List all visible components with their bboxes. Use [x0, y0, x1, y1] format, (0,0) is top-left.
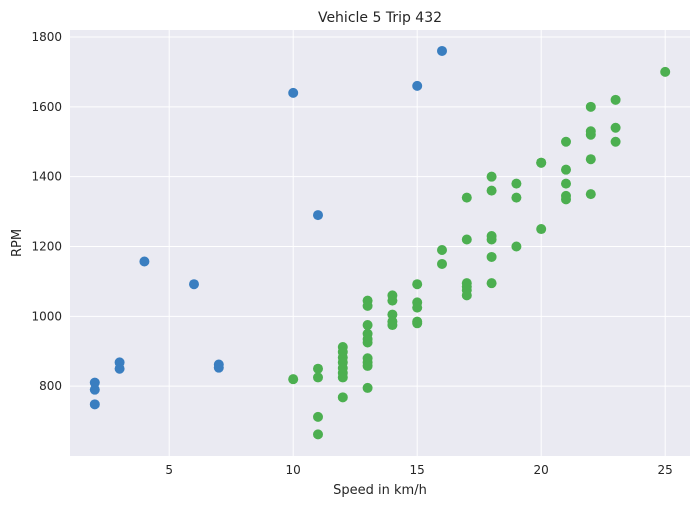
data-point-series-1 [362, 382, 373, 393]
x-tick-label: 25 [658, 463, 673, 477]
data-point-series-1 [313, 372, 323, 383]
data-point-series-1 [610, 122, 621, 133]
data-point-series-1 [387, 295, 398, 306]
data-point-series-1 [437, 258, 447, 269]
data-point-series-1 [412, 302, 423, 313]
data-point-series-1 [412, 279, 423, 290]
data-point-series-1 [486, 234, 497, 245]
data-point-series-1 [461, 192, 472, 203]
data-point-series-1 [437, 244, 447, 255]
data-point-series-1 [610, 136, 621, 147]
data-point-series-1 [362, 360, 373, 371]
x-tick-label: 15 [410, 463, 425, 477]
data-point-series-1 [511, 241, 522, 252]
data-point-series-1 [561, 164, 571, 175]
data-points [89, 45, 671, 440]
data-point-series-1 [313, 363, 323, 374]
data-point-series-1 [585, 154, 596, 165]
plot-area [70, 30, 690, 456]
y-axis-label: RPM [10, 229, 25, 257]
data-point-series-0 [437, 45, 447, 56]
data-point-series-1 [337, 372, 348, 383]
data-point-series-1 [511, 192, 522, 203]
y-tick-label: 1800 [31, 30, 62, 44]
data-point-series-1 [511, 178, 522, 189]
y-tick-label: 800 [39, 379, 62, 393]
data-point-series-0 [89, 377, 100, 388]
data-point-series-1 [412, 318, 423, 329]
data-point-series-0 [213, 362, 224, 373]
data-point-series-1 [486, 185, 497, 196]
x-tick-label: 10 [286, 463, 301, 477]
data-point-series-1 [561, 194, 571, 205]
data-point-series-1 [288, 374, 299, 385]
y-tick-label: 1600 [31, 100, 62, 114]
data-point-series-1 [313, 411, 323, 422]
data-point-series-1 [561, 178, 571, 189]
x-tick-label: 20 [534, 463, 549, 477]
data-point-series-1 [387, 309, 398, 320]
data-point-series-1 [561, 136, 571, 147]
data-point-series-1 [387, 320, 398, 331]
y-tick-label: 1400 [31, 170, 62, 184]
y-tick-label: 1200 [31, 239, 62, 253]
x-axis-label: Speed in km/h [333, 483, 427, 498]
data-point-series-1 [337, 392, 348, 403]
data-point-series-1 [536, 157, 547, 168]
data-point-series-1 [362, 300, 373, 311]
data-point-series-1 [461, 290, 472, 301]
data-point-series-1 [585, 189, 596, 200]
chart-title: Vehicle 5 Trip 432 [318, 10, 442, 26]
data-point-series-1 [486, 278, 497, 289]
data-point-series-0 [288, 87, 299, 98]
tick-labels: 5 10 15 20 25 800 1000 1200 1400 1600 1800 [31, 30, 672, 477]
data-point-series-1 [313, 429, 323, 440]
data-point-series-1 [461, 234, 472, 245]
data-point-series-1 [585, 101, 596, 112]
data-point-series-0 [114, 363, 125, 374]
data-point-series-1 [610, 94, 621, 105]
data-point-series-0 [412, 80, 423, 91]
data-point-series-0 [313, 210, 323, 221]
data-point-series-1 [585, 129, 596, 140]
data-point-series-1 [660, 66, 671, 77]
data-point-series-0 [89, 399, 100, 410]
data-point-series-1 [486, 171, 497, 182]
data-point-series-0 [139, 256, 150, 267]
data-point-series-0 [89, 384, 100, 395]
data-point-series-1 [362, 337, 373, 348]
data-point-series-1 [536, 224, 547, 235]
data-point-series-1 [486, 251, 497, 262]
data-point-series-0 [189, 279, 199, 290]
x-tick-label: 5 [165, 463, 173, 477]
data-point-series-1 [362, 320, 373, 331]
y-tick-label: 1000 [31, 309, 62, 323]
